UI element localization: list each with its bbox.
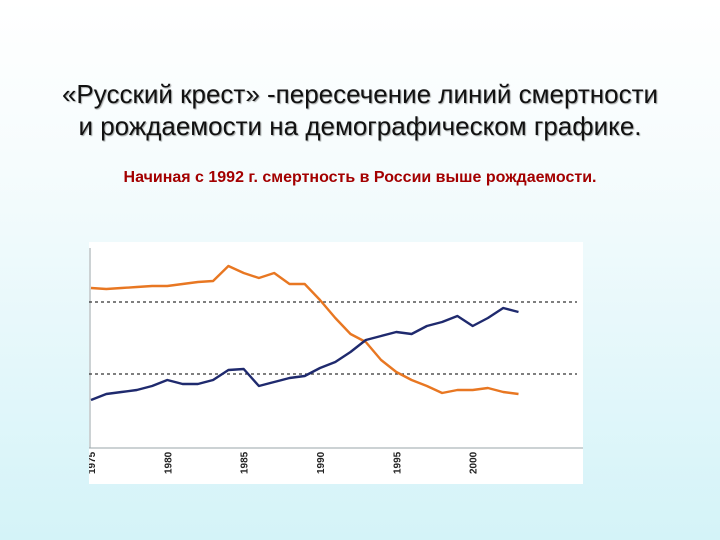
x-tick-label-1980: 1980 <box>163 451 174 474</box>
slide-title: «Русский крест» -пересечение линий смерт… <box>20 78 700 142</box>
x-tick-label-1975: 1975 <box>89 451 98 474</box>
series-lines <box>90 264 519 402</box>
x-tick-label-1985: 1985 <box>240 451 251 474</box>
x-tick-labels: 1975 1980 1985 1990 1995 2000 <box>89 451 480 474</box>
title-line-1: «Русский крест» -пересечение линий смерт… <box>61 79 659 109</box>
x-tick-label-2000: 2000 <box>469 451 480 474</box>
chart-background <box>89 242 583 484</box>
title-line-2: и рождаемости на демографическом графике… <box>78 111 642 141</box>
slide-subtitle: Начиная с 1992 г. смертность в России вы… <box>123 169 597 186</box>
x-tick-label-1995: 1995 <box>392 451 403 474</box>
series-line-1 <box>90 264 519 396</box>
x-tick-label-1990: 1990 <box>316 451 327 474</box>
series-line-2 <box>90 306 519 402</box>
demographic-line-chart: 1975 1980 1985 1990 1995 2000 <box>89 242 583 484</box>
